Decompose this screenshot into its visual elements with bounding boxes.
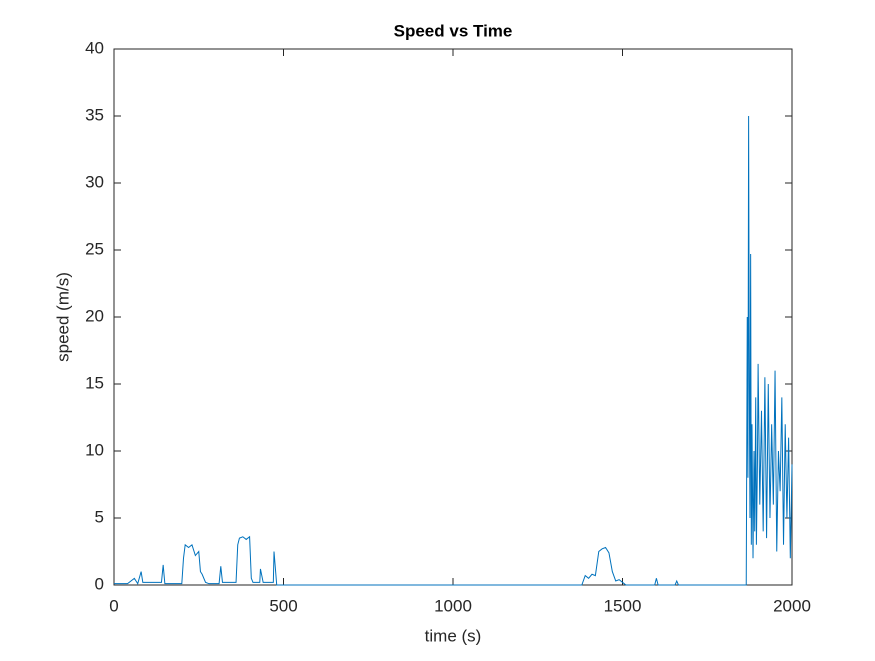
y-axis-label: speed (m/s) bbox=[53, 272, 72, 362]
x-axis-label: time (s) bbox=[425, 626, 482, 645]
data-line bbox=[114, 115, 793, 586]
x-tick-label: 1500 bbox=[604, 596, 642, 615]
chart-title: Speed vs Time bbox=[394, 21, 513, 40]
x-tick-label: 1000 bbox=[434, 596, 472, 615]
y-tick-label: 0 bbox=[95, 574, 104, 593]
y-tick-label: 20 bbox=[85, 306, 104, 325]
y-tick-label: 15 bbox=[85, 373, 104, 392]
y-tick-label: 40 bbox=[85, 38, 104, 57]
y-tick-label: 35 bbox=[85, 105, 104, 124]
x-tick-label: 0 bbox=[109, 596, 118, 615]
y-tick-label: 30 bbox=[85, 172, 104, 191]
x-tick-label: 2000 bbox=[773, 596, 811, 615]
y-tick-label: 10 bbox=[85, 440, 104, 459]
x-tick-label: 500 bbox=[269, 596, 297, 615]
y-tick-label: 25 bbox=[85, 239, 104, 258]
y-tick-label: 5 bbox=[95, 507, 104, 526]
